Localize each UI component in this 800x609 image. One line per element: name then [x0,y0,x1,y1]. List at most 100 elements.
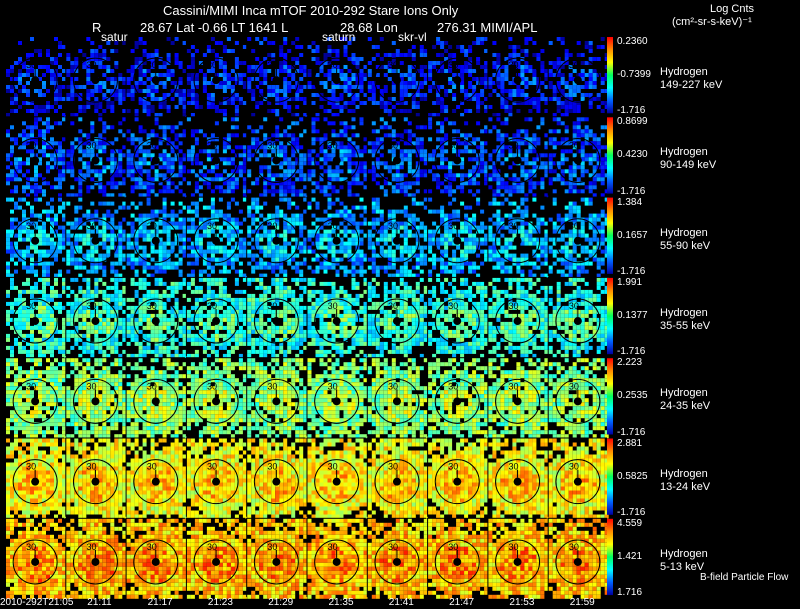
contour-label: 30 [86,221,96,231]
contour-label: 30 [448,221,458,231]
contour-label: 30 [569,542,579,552]
time-label: 21:11 [87,597,112,608]
colorbar-mid-label: 0.2535 [617,390,648,402]
image-panel [125,36,187,117]
image-panel [5,196,66,278]
contour-label: 30 [26,221,36,231]
contour-label: 30 [569,301,579,311]
footnote: B-field Particle Flow [700,572,789,583]
image-panel [366,36,428,117]
channel-label: Hydrogen 5-13 keV [660,547,708,573]
image-panel [487,357,549,439]
contour-label: 30 [26,140,36,150]
colorbar-max-label: 0.8699 [617,116,648,128]
contour-label: 30 [328,542,338,552]
image-panel [427,357,489,439]
contour-label: 30 [147,140,157,150]
image-panel [487,517,549,599]
image-panel [185,276,247,358]
contour-label: 30 [569,462,579,472]
channel-label: Hydrogen 13-24 keV [660,467,711,493]
colorbar-min-label: -1.716 [617,265,646,277]
contour-label: 30 [86,140,96,150]
image-panel [487,116,549,198]
contour-label: 30 [207,462,217,472]
image-panel [65,196,127,278]
image-panel [125,196,187,278]
contour-label: 30 [509,381,519,391]
image-panel [185,116,247,198]
channel-label: Hydrogen 149-227 keV [660,66,723,91]
image-panel [366,116,428,198]
contour-label: 30 [328,462,338,472]
contour-label: 30 [328,381,338,391]
colorbar-max-label: 2.881 [617,437,643,449]
image-panel [185,517,247,599]
contour-label: 30 [147,60,157,70]
contour-label: 30 [267,542,277,552]
image-panel [5,437,66,519]
image-panel [65,357,127,439]
contour-label: 30 [569,140,579,150]
contour-label: 30 [26,462,36,472]
image-panel [547,36,609,117]
image-panel [125,276,187,358]
colorbar [607,358,613,435]
contour-label: 30 [388,542,398,552]
colorbar-max-label: 2.223 [617,357,643,369]
target-label-2: saturn [322,30,356,44]
colorbar-max-label: 4.559 [617,517,643,529]
image-panel [306,357,368,439]
contour-label: 30 [328,140,338,150]
colorbar-mid-label: 0.1657 [617,229,648,241]
image-panel [427,437,489,519]
image-panel [487,437,549,519]
contour-label: 30 [147,381,157,391]
contour-label: 30 [509,462,519,472]
time-label: 2010-292T21:05 [0,597,74,608]
colorbar-mid-label: 0.5825 [617,470,648,482]
image-panel [306,276,368,358]
image-panel [246,276,308,358]
contour-label: 30 [388,462,398,472]
contour-label: 30 [569,221,579,231]
colorbar-min-label: -1.716 [617,426,646,438]
image-panel [547,196,609,278]
time-label: 21:59 [569,597,595,608]
image-panel [427,196,489,278]
contour-label: 30 [569,60,579,70]
image-panel [5,116,66,198]
contour-label: 30 [328,60,338,70]
time-label: 21:47 [449,597,475,608]
image-panel [246,437,308,519]
image-panel [185,437,247,519]
image-panel [5,36,66,117]
image-panel [65,36,127,117]
image-panel [185,36,247,117]
image-panel [366,196,428,278]
contour-label: 30 [86,381,96,391]
image-panel [65,276,127,358]
image-panel [5,276,66,358]
image-panel [5,357,66,439]
colorbar-min-label: -1.716 [617,346,646,358]
image-panel [487,36,549,117]
contour-label: 30 [207,542,217,552]
contour-label: 30 [207,221,217,231]
contour-label: 30 [448,60,458,70]
contour-label: 30 [207,140,217,150]
contour-label: 30 [388,221,398,231]
time-label: 21:29 [268,597,294,608]
channel-label: Hydrogen 55-90 keV [660,226,711,252]
image-panel [547,116,609,198]
contour-label: 30 [267,462,277,472]
time-label: 21:35 [328,597,354,608]
image-panel [366,276,428,358]
image-panel [547,517,609,599]
image-panel [427,116,489,198]
image-panel [5,517,66,599]
image-panel [65,517,127,599]
title-line: Cassini/MIMI Inca mTOF 2010-292 Stare Io… [163,3,459,18]
contour-label: 30 [26,381,36,391]
contour-label: 30 [569,381,579,391]
